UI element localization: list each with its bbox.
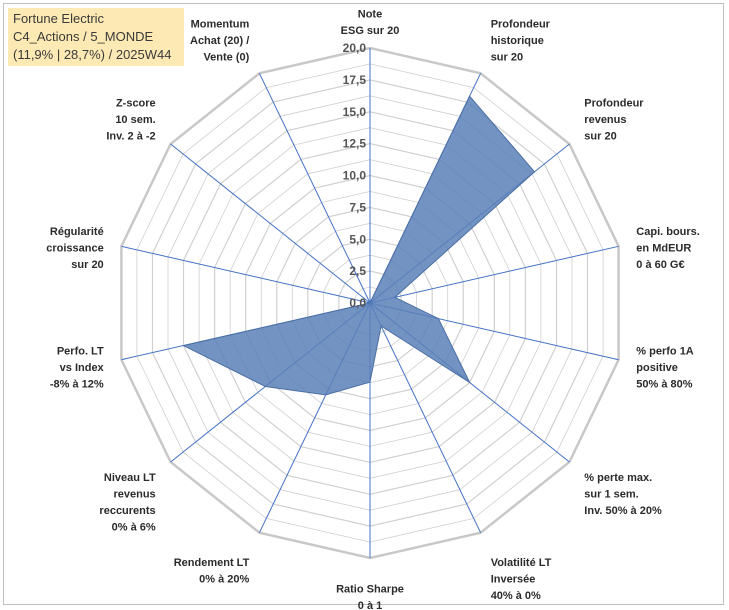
axis-label-line: Profondeur: [491, 19, 551, 31]
axis-label-line: vs Index: [60, 362, 105, 374]
axis-spoke: [121, 245, 371, 304]
axis-label-line: -8% à 12%: [50, 379, 104, 391]
chart-title-company: Fortune Electric: [13, 11, 105, 26]
axis-label-line: Capi. bours.: [636, 226, 700, 238]
axis-spoke: [369, 245, 619, 304]
chart-title-category: C4_Actions / 5_MONDE: [13, 29, 154, 44]
axis-label-line: 0 à 60 G€: [636, 259, 684, 271]
axis-spoke: [170, 143, 371, 304]
tick-label: 17,5: [343, 73, 367, 87]
axis-label-line: 50% à 80%: [636, 379, 692, 391]
tick-label: 5,0: [349, 232, 366, 246]
axis-spoke: [258, 73, 371, 304]
axis-label: Perfo. LT vs Index -8% à 12%: [50, 346, 105, 391]
axis-label: Profondeur revenus sur 20: [584, 97, 644, 142]
radar-axis-labels: Note ESG sur 20 Profondeur historique sur 20…: [46, 9, 700, 610]
axis-label-line: ESG sur 20: [341, 25, 400, 37]
tick-label: 20,0: [343, 41, 367, 55]
axis-label-line: Volatilité LT: [491, 557, 552, 569]
axis-label-line: revenus: [113, 489, 155, 501]
axis-label-line: Achat (20) /: [190, 35, 249, 47]
axis-label: Régularité croissance sur 20: [46, 226, 103, 271]
axis-label-line: sur 20: [584, 130, 616, 142]
tick-label: 2,5: [349, 264, 366, 278]
axis-label-line: 40% à 0%: [491, 590, 541, 602]
axis-label-line: Niveau LT: [104, 472, 156, 484]
axis-label-line: croissance: [46, 242, 103, 254]
axis-label-line: en MdEUR: [636, 242, 691, 254]
data-series-area: [182, 95, 536, 396]
axis-label-line: revenus: [584, 114, 626, 126]
axis-label-line: 0% à 6%: [112, 522, 156, 534]
axis-label-line: Note: [358, 9, 382, 21]
axis-label-line: 0 à 1: [358, 600, 382, 610]
axis-label-line: % perfo 1A: [636, 346, 694, 358]
axis-label-line: 0% à 20%: [199, 573, 249, 585]
tick-label: 0,0: [349, 296, 366, 310]
axis-label: Note ESG sur 20: [341, 9, 400, 38]
axis-label: Profondeur historique sur 20: [491, 19, 551, 64]
tick-label: 12,5: [343, 137, 367, 151]
axis-label-line: Inv. 2 à -2: [106, 130, 155, 142]
radar-tick-labels: 0,0 2,5 5,0 7,5 10,0 12,5 15,0 17,5 20,0: [343, 41, 367, 310]
axis-label: Momentum Achat (20) / Vente (0): [190, 19, 250, 64]
axis-label: Volatilité LT Inversée 40% à 0%: [491, 557, 552, 602]
axis-label: Rendement LT 0% à 20%: [174, 557, 250, 586]
axis-label-line: reccurents: [99, 505, 155, 517]
axis-label-line: % perte max.: [584, 472, 652, 484]
axis-label-line: Z-score: [116, 97, 156, 109]
chart-title-stats: (11,9% | 28,7%) / 2025W44: [13, 47, 172, 62]
axis-label: Capi. bours. en MdEUR 0 à 60 G€: [636, 226, 700, 271]
axis-label-line: Inversée: [491, 573, 536, 585]
axis-label-line: sur 20: [71, 259, 103, 271]
axis-spoke: [369, 302, 482, 533]
axis-label: % perte max. sur 1 sem. Inv. 50% à 20%: [584, 472, 662, 517]
axis-label: Niveau LT revenus reccurents 0% à 6%: [99, 472, 156, 534]
axis-label-line: positive: [636, 362, 678, 374]
axis-label: Ratio Sharpe 0 à 1: [336, 584, 404, 610]
radar-data-area: [182, 95, 536, 396]
axis-label-line: historique: [491, 35, 544, 47]
axis-label-line: sur 1 sem.: [584, 489, 638, 501]
axis-label: Z-score 10 sem. Inv. 2 à -2: [106, 97, 155, 142]
axis-label-line: Vente (0): [203, 52, 249, 64]
tick-label: 15,0: [343, 105, 367, 119]
axis-label: % perfo 1A positive 50% à 80%: [636, 346, 694, 391]
axis-label-line: Ratio Sharpe: [336, 584, 404, 596]
tick-label: 10,0: [343, 169, 367, 183]
axis-label-line: sur 20: [491, 52, 523, 64]
axis-label-line: Profondeur: [584, 97, 644, 109]
axis-label-line: 10 sem.: [115, 114, 155, 126]
axis-label-line: Inv. 50% à 20%: [584, 505, 662, 517]
axis-label-line: Rendement LT: [174, 557, 250, 569]
chart-title-box: Fortune Electric C4_Actions / 5_MONDE (1…: [8, 8, 184, 66]
axis-label-line: Perfo. LT: [57, 346, 104, 358]
tick-label: 7,5: [349, 200, 366, 214]
axis-label-line: Régularité: [50, 226, 104, 238]
axis-label-line: Momentum: [191, 19, 250, 31]
